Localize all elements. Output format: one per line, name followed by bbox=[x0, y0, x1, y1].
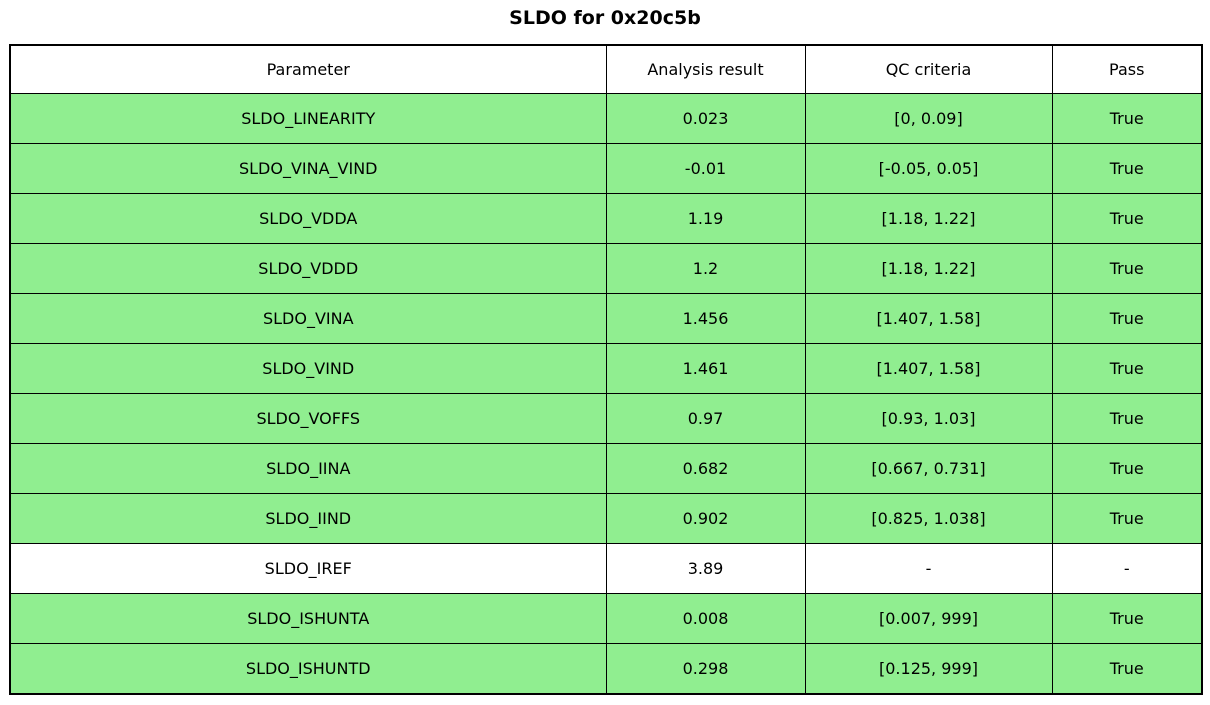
column-header-analysis-result: Analysis result bbox=[605, 44, 806, 94]
parameter-cell: SLDO_IREF bbox=[9, 543, 607, 594]
pass-cell: True bbox=[1051, 643, 1203, 695]
qc-cell: [1.407, 1.58] bbox=[804, 293, 1053, 344]
qc-cell: - bbox=[804, 543, 1053, 594]
table-row: SLDO_VIND 1.461 [1.407, 1.58] True bbox=[9, 343, 1203, 394]
parameter-cell: SLDO_VINA bbox=[9, 293, 607, 344]
qc-cell: [0.825, 1.038] bbox=[804, 493, 1053, 544]
pass-cell: True bbox=[1051, 293, 1203, 344]
result-cell: 0.008 bbox=[605, 593, 806, 644]
qc-cell: [0.93, 1.03] bbox=[804, 393, 1053, 444]
result-cell: 1.461 bbox=[605, 343, 806, 394]
pass-cell: True bbox=[1051, 193, 1203, 244]
table-row: SLDO_ISHUNTD 0.298 [0.125, 999] True bbox=[9, 643, 1203, 695]
column-header-pass: Pass bbox=[1051, 44, 1203, 94]
parameter-cell: SLDO_VDDA bbox=[9, 193, 607, 244]
result-cell: 0.97 bbox=[605, 393, 806, 444]
qc-cell: [-0.05, 0.05] bbox=[804, 143, 1053, 194]
pass-cell: - bbox=[1051, 543, 1203, 594]
parameter-cell: SLDO_IINA bbox=[9, 443, 607, 494]
parameter-cell: SLDO_VOFFS bbox=[9, 393, 607, 444]
pass-cell: True bbox=[1051, 593, 1203, 644]
pass-cell: True bbox=[1051, 443, 1203, 494]
qc-cell: [1.18, 1.22] bbox=[804, 193, 1053, 244]
pass-cell: True bbox=[1051, 493, 1203, 544]
pass-cell: True bbox=[1051, 393, 1203, 444]
table-row: SLDO_VINA_VIND -0.01 [-0.05, 0.05] True bbox=[9, 143, 1203, 194]
header-row: Parameter Analysis result QC criteria Pa… bbox=[9, 44, 1203, 94]
parameter-cell: SLDO_VIND bbox=[9, 343, 607, 394]
table-row: SLDO_VOFFS 0.97 [0.93, 1.03] True bbox=[9, 393, 1203, 444]
result-cell: 0.682 bbox=[605, 443, 806, 494]
parameter-cell: SLDO_VDDD bbox=[9, 243, 607, 294]
result-cell: -0.01 bbox=[605, 143, 806, 194]
qc-cell: [1.407, 1.58] bbox=[804, 343, 1053, 394]
column-header-parameter: Parameter bbox=[9, 44, 607, 94]
qc-table-header: Parameter Analysis result QC criteria Pa… bbox=[9, 44, 1203, 94]
result-cell: 1.19 bbox=[605, 193, 806, 244]
parameter-cell: SLDO_IIND bbox=[9, 493, 607, 544]
result-cell: 1.456 bbox=[605, 293, 806, 344]
result-cell: 3.89 bbox=[605, 543, 806, 594]
table-row: SLDO_IINA 0.682 [0.667, 0.731] True bbox=[9, 443, 1203, 494]
result-cell: 0.023 bbox=[605, 93, 806, 144]
parameter-cell: SLDO_ISHUNTA bbox=[9, 593, 607, 644]
pass-cell: True bbox=[1051, 243, 1203, 294]
qc-cell: [0.007, 999] bbox=[804, 593, 1053, 644]
table-row: SLDO_VDDD 1.2 [1.18, 1.22] True bbox=[9, 243, 1203, 294]
table-row: SLDO_LINEARITY 0.023 [0, 0.09] True bbox=[9, 93, 1203, 144]
parameter-cell: SLDO_LINEARITY bbox=[9, 93, 607, 144]
qc-cell: [0.125, 999] bbox=[804, 643, 1053, 695]
pass-cell: True bbox=[1051, 343, 1203, 394]
pass-cell: True bbox=[1051, 143, 1203, 194]
column-header-qc-criteria: QC criteria bbox=[804, 44, 1053, 94]
table-row: SLDO_ISHUNTA 0.008 [0.007, 999] True bbox=[9, 593, 1203, 644]
table-row: SLDO_IIND 0.902 [0.825, 1.038] True bbox=[9, 493, 1203, 544]
table-row: SLDO_IREF 3.89 - - bbox=[9, 543, 1203, 594]
pass-cell: True bbox=[1051, 93, 1203, 144]
parameter-cell: SLDO_ISHUNTD bbox=[9, 643, 607, 695]
qc-cell: [0, 0.09] bbox=[804, 93, 1053, 144]
qc-cell: [1.18, 1.22] bbox=[804, 243, 1053, 294]
qc-table-body: SLDO_LINEARITY 0.023 [0, 0.09] True SLDO… bbox=[9, 93, 1203, 695]
result-cell: 1.2 bbox=[605, 243, 806, 294]
qc-cell: [0.667, 0.731] bbox=[804, 443, 1053, 494]
table-row: SLDO_VINA 1.456 [1.407, 1.58] True bbox=[9, 293, 1203, 344]
parameter-cell: SLDO_VINA_VIND bbox=[9, 143, 607, 194]
page-title: SLDO for 0x20c5b bbox=[509, 7, 701, 29]
result-cell: 0.902 bbox=[605, 493, 806, 544]
table-row: SLDO_VDDA 1.19 [1.18, 1.22] True bbox=[9, 193, 1203, 244]
qc-table: Parameter Analysis result QC criteria Pa… bbox=[9, 44, 1203, 695]
result-cell: 0.298 bbox=[605, 643, 806, 695]
